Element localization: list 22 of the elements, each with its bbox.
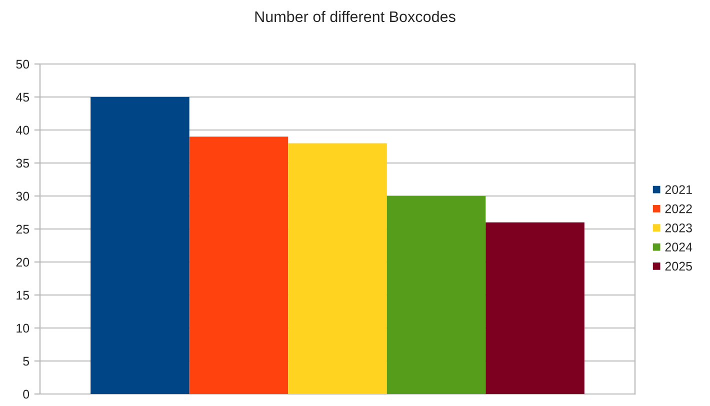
- bar: [486, 222, 584, 394]
- y-tick-label: 30: [16, 192, 30, 201]
- y-tick-label: 5: [23, 356, 30, 366]
- y-tick-label: 25: [16, 224, 30, 234]
- legend-label: 2025: [665, 262, 692, 271]
- y-tick-label: 40: [16, 126, 30, 135]
- bar: [386, 196, 486, 394]
- bar: [90, 97, 190, 394]
- legend-label: 2022: [665, 204, 692, 214]
- y-tick-label: 15: [16, 290, 30, 300]
- y-tick-label: 45: [16, 92, 30, 102]
- bar: [288, 143, 387, 394]
- y-tick-label: 20: [16, 258, 30, 267]
- legend-label: 2023: [665, 224, 692, 232]
- legend-label: 2024: [665, 242, 692, 252]
- y-tick-label: 35: [16, 158, 30, 168]
- bar: [189, 136, 288, 394]
- y-tick-label: 10: [16, 324, 30, 333]
- y-tick-label: 50: [16, 60, 30, 69]
- legend-label: 2021: [665, 185, 692, 194]
- chart-title: Number of different Boxcodes: [255, 10, 456, 22]
- y-tick-label: 0: [23, 390, 30, 399]
